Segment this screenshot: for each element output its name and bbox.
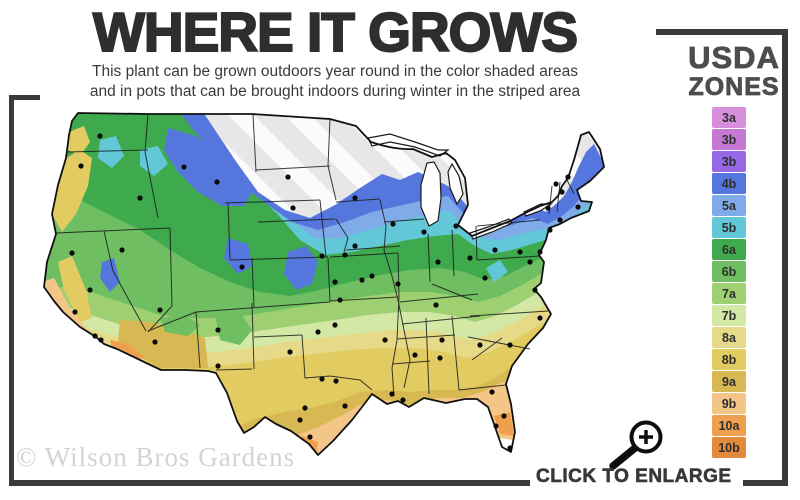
subtitle: This plant can be grown outdoors year ro…: [40, 62, 630, 102]
zone-swatch-8a-10: 8a: [712, 327, 746, 348]
frame-left-top-arm: [9, 95, 40, 100]
zone-swatch-9a-12: 9a: [712, 371, 746, 392]
zone-swatch-6b-7: 6b: [712, 261, 746, 282]
zone-swatch-5b-5: 5b: [712, 217, 746, 238]
zone-swatch-6a-6: 6a: [712, 239, 746, 260]
zone-swatch-10a-14: 10a: [712, 415, 746, 436]
legend-title-usda: USDA: [688, 40, 780, 75]
zone-swatch-3a-0: 3a: [712, 107, 746, 128]
subtitle-line-1: This plant can be grown outdoors year ro…: [92, 63, 578, 80]
subtitle-line-2: and in pots that can be brought indoors …: [89, 83, 581, 100]
click-to-enlarge-button[interactable]: CLICK TO ENLARGE: [536, 466, 732, 488]
zone-swatch-7b-9: 7b: [712, 305, 746, 326]
frame-left-vertical: [9, 95, 14, 486]
zone-swatch-3b-1: 3b: [712, 129, 746, 150]
frame-bottom-line: [9, 480, 530, 486]
watermark: © Wilson Bros Gardens: [16, 442, 296, 472]
zone-swatch-4b-3: 4b: [712, 173, 746, 194]
zone-swatch-5a-4: 5a: [712, 195, 746, 216]
legend-title: USDA ZONES: [668, 40, 800, 101]
us-outline: [43, 112, 605, 456]
magnifier-plus-icon[interactable]: [609, 420, 663, 470]
zone-swatch-3b-2: 3b: [712, 151, 746, 172]
zone-swatch-9b-13: 9b: [712, 393, 746, 414]
zone-swatch-10b-15: 10b: [712, 437, 746, 458]
frame-right-top-arm: [656, 29, 788, 35]
frame-right-vertical: [782, 29, 788, 486]
legend-title-zones: ZONES: [688, 73, 780, 101]
frame-right-bottom-arm: [743, 480, 788, 486]
zone-swatch-8b-11: 8b: [712, 349, 746, 370]
usda-zones-legend: 3a 3b 3b 4b 5a 5b 6a 6b 7a 7b 8a 8b 9a 9b 10a 10b: [712, 107, 746, 459]
city-dots: [69, 133, 581, 451]
great-lakes: [367, 133, 554, 240]
page-title: WHERE IT GROWS: [92, 0, 579, 64]
zone-swatch-7a-8: 7a: [712, 283, 746, 304]
